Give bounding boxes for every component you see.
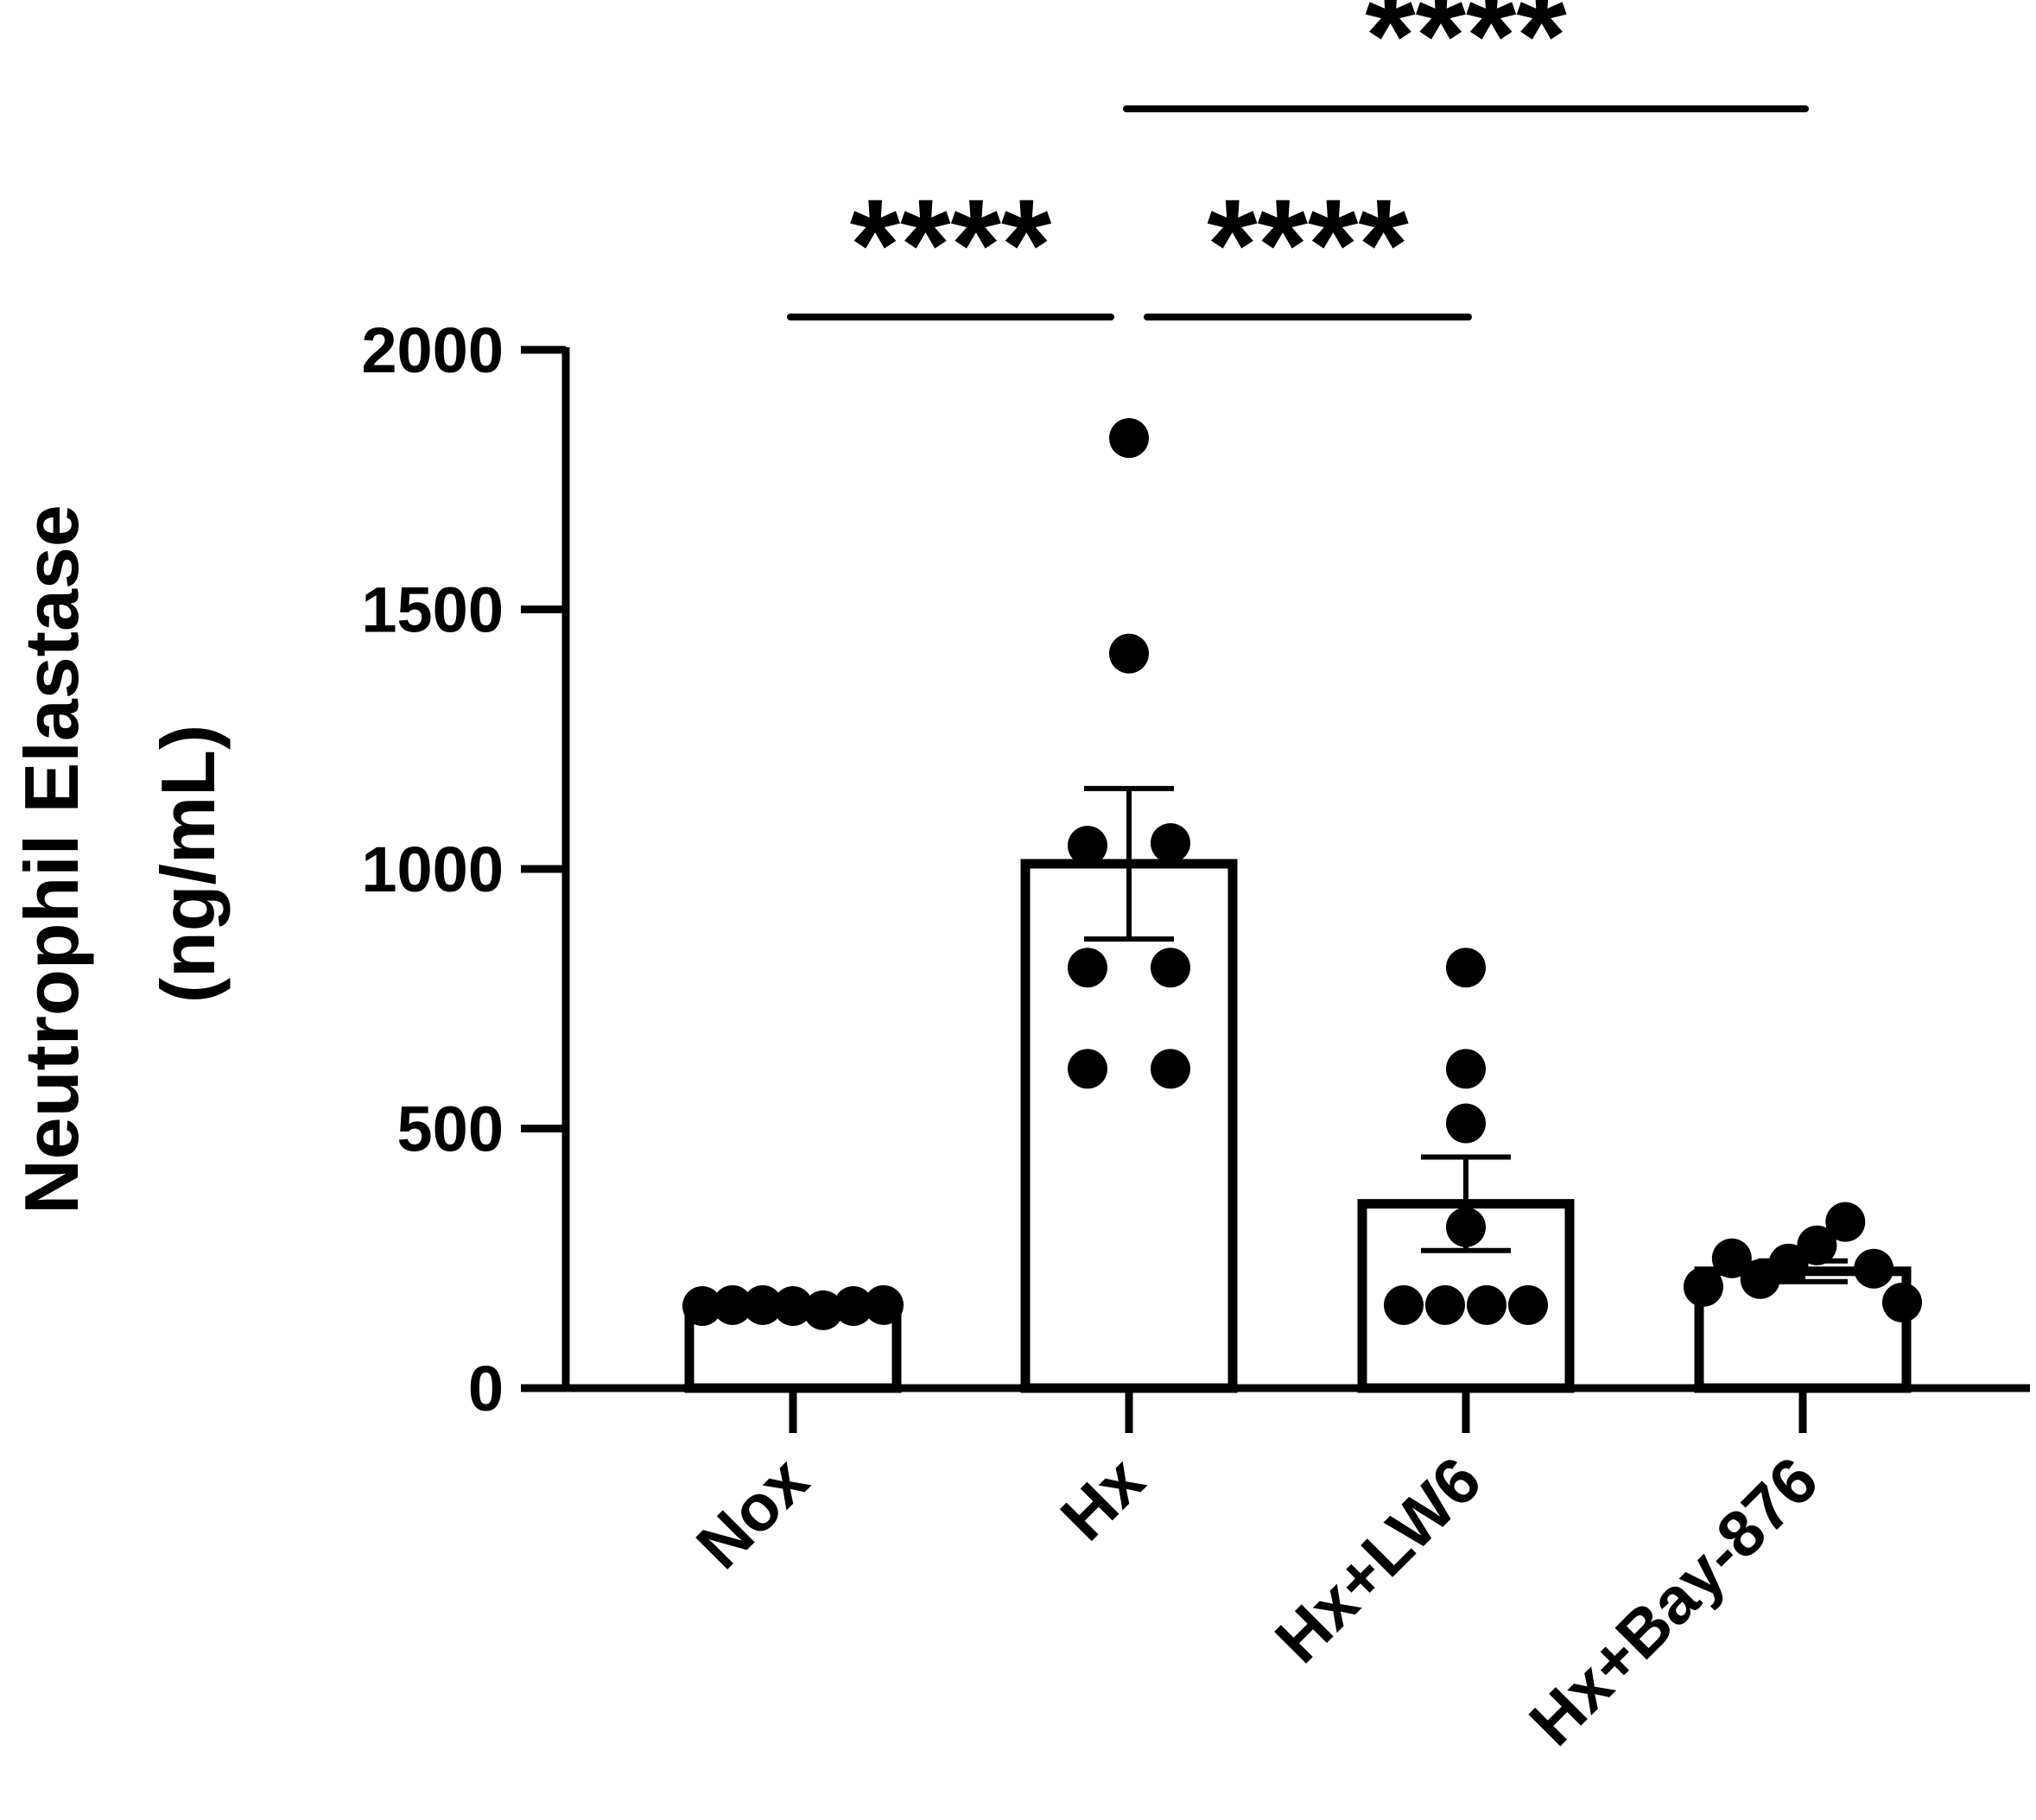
x-tick-label: Hx — [1047, 1443, 1158, 1555]
data-point — [1425, 1284, 1465, 1325]
data-point — [682, 1286, 722, 1327]
data-point — [1446, 1103, 1486, 1144]
data-point — [1151, 822, 1190, 863]
y-axis-label-line1: Neutrophil Elastase — [9, 504, 94, 1214]
data-point — [1882, 1282, 1922, 1322]
significance-stars: **** — [850, 172, 1052, 317]
x-tick-label: Nox — [682, 1443, 822, 1583]
data-point — [1768, 1243, 1809, 1284]
x-axis: Nox Hx Hx+LW6 Hx+Bay-876 — [521, 1384, 2030, 1760]
data-point — [743, 1284, 783, 1325]
data-point — [1446, 948, 1486, 988]
data-point — [1508, 1284, 1548, 1325]
data-point — [1854, 1248, 1894, 1289]
data-point — [864, 1284, 904, 1325]
data-point — [773, 1286, 813, 1327]
x-tick-label: Hx+Bay-876 — [1516, 1443, 1832, 1760]
data-point — [1109, 418, 1149, 459]
data-point — [1151, 1049, 1190, 1089]
data-point — [1467, 1284, 1506, 1325]
data-point — [1068, 825, 1107, 866]
y-tick-label: 0 — [468, 1353, 504, 1424]
significance-stars: **** — [1365, 0, 1567, 108]
y-tick-label: 500 — [397, 1094, 504, 1165]
x-tick-label: Hx+LW6 — [1261, 1443, 1495, 1677]
data-point — [803, 1290, 843, 1330]
data-point — [713, 1284, 752, 1325]
data-point — [1068, 948, 1107, 988]
data-point — [1384, 1284, 1424, 1325]
y-tick-label: 1500 — [361, 574, 504, 646]
data-point — [1711, 1238, 1752, 1278]
data-point — [1151, 948, 1190, 988]
significance-annotations: **** **** **** — [787, 0, 1809, 320]
y-tick-label: 1000 — [361, 834, 504, 905]
data-point — [1109, 633, 1149, 674]
bar — [1694, 1266, 1912, 1393]
data-point — [1684, 1266, 1723, 1307]
data-point — [1825, 1202, 1866, 1242]
bar — [1020, 859, 1238, 1393]
significance-stars: **** — [1207, 172, 1409, 317]
data-points — [682, 418, 1922, 1330]
data-point — [1446, 1207, 1486, 1247]
y-axis-label-line2: (ng/mL) — [145, 725, 231, 1004]
y-tick-label: 2000 — [361, 314, 504, 386]
data-point — [834, 1286, 873, 1327]
data-point — [1446, 1049, 1486, 1089]
data-point — [1797, 1225, 1837, 1265]
data-point — [1068, 1049, 1107, 1089]
y-axis: 0 500 1000 1500 2000 — [361, 314, 570, 1424]
